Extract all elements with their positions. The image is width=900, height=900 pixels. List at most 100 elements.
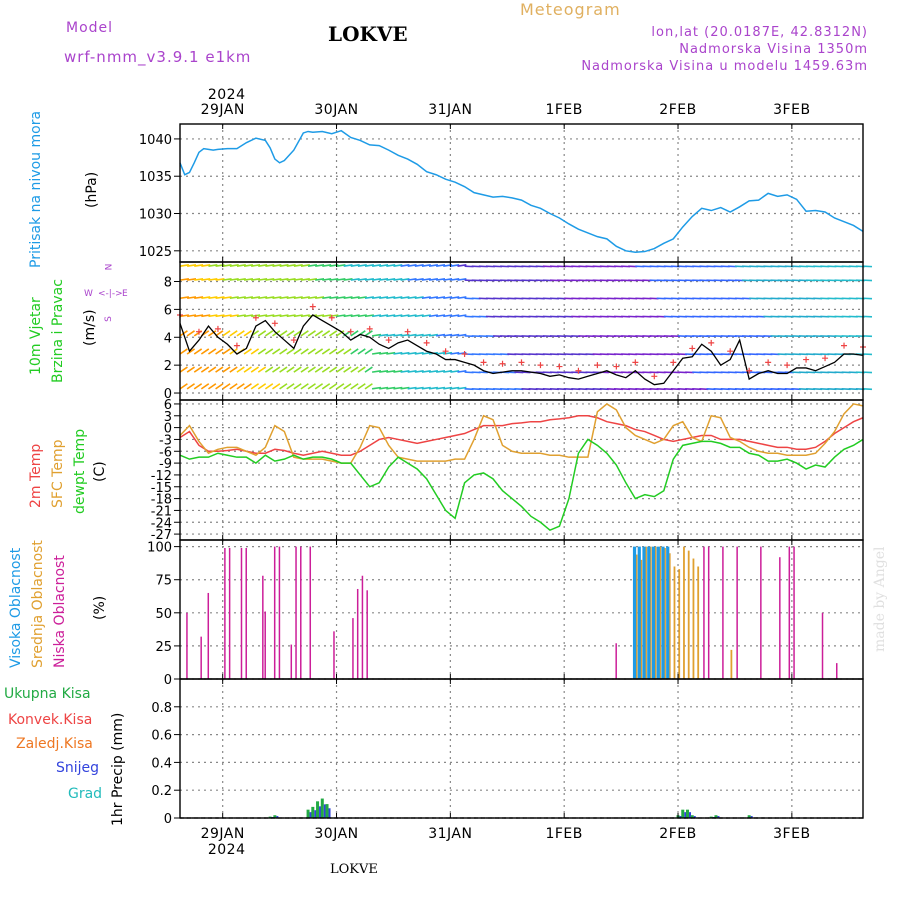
day-label-bottom: 30JAN bbox=[314, 826, 358, 842]
wind-gust-marker bbox=[518, 359, 525, 366]
wind-barb bbox=[357, 277, 367, 281]
wind-barb bbox=[215, 383, 224, 390]
wind-barb bbox=[457, 386, 467, 390]
wind-barb bbox=[179, 348, 188, 355]
wind-barb bbox=[450, 369, 460, 373]
model-elevation-readout: Nadmorska Visina u modelu 1459.63m bbox=[581, 59, 868, 74]
wind-barb bbox=[251, 277, 261, 281]
wind-barb bbox=[357, 366, 366, 373]
wind-barb bbox=[236, 277, 246, 281]
wind-barb bbox=[421, 369, 431, 373]
wind-barb bbox=[307, 277, 318, 281]
wind-barb bbox=[243, 366, 252, 373]
wind-barb bbox=[443, 277, 453, 281]
wind-barb bbox=[222, 383, 231, 390]
precip-bar bbox=[325, 804, 329, 818]
wind-barb bbox=[336, 296, 346, 300]
wind-barb bbox=[379, 386, 389, 390]
wind-gust-marker bbox=[404, 328, 411, 335]
wind-barb bbox=[258, 277, 268, 281]
frozen-precip-label: Zaledj.Kisa bbox=[16, 736, 93, 752]
wind-barb bbox=[193, 366, 203, 373]
wind-barb bbox=[336, 264, 346, 267]
wind-barb bbox=[386, 314, 396, 318]
wind-barb bbox=[357, 348, 366, 355]
wind-barb bbox=[364, 383, 373, 390]
wind-barb bbox=[229, 296, 239, 300]
wind-barb bbox=[350, 277, 360, 281]
wind-barb bbox=[350, 264, 360, 267]
wind-barb bbox=[229, 348, 238, 355]
ytick-label: 0 bbox=[164, 422, 172, 437]
wind-barb bbox=[236, 296, 246, 300]
marks-layer bbox=[177, 129, 873, 819]
wind-barb bbox=[400, 264, 410, 267]
wind-barb bbox=[336, 383, 345, 390]
wind-barb bbox=[350, 330, 359, 337]
wind-gust-marker bbox=[784, 362, 791, 369]
wind-barb bbox=[243, 264, 254, 267]
wind-barb bbox=[222, 296, 232, 300]
wind-barb bbox=[201, 296, 211, 300]
compass-east: E bbox=[122, 289, 128, 299]
wind-barb bbox=[272, 383, 281, 390]
wind-gust-marker bbox=[385, 337, 392, 344]
ytick-label: -27 bbox=[151, 528, 172, 543]
wind-barb bbox=[222, 348, 231, 355]
wind-barb bbox=[336, 277, 346, 281]
ytick-label: 25 bbox=[155, 640, 172, 655]
wind-barb bbox=[250, 383, 260, 390]
wind-barb bbox=[194, 296, 204, 300]
wind-barb bbox=[293, 296, 303, 300]
wind-gust-marker bbox=[537, 362, 544, 369]
wind-barb bbox=[250, 348, 260, 355]
wind-gust-marker bbox=[252, 314, 259, 321]
precip-bar bbox=[316, 801, 320, 818]
snow-bar bbox=[717, 816, 720, 818]
wind-gust-marker bbox=[423, 339, 430, 346]
wind-barb bbox=[371, 314, 382, 318]
wind-gust-marker bbox=[556, 363, 563, 370]
wind-barb bbox=[186, 296, 197, 300]
wind-barb bbox=[322, 314, 332, 318]
wind-barb bbox=[386, 333, 396, 337]
wind-gust-marker bbox=[309, 303, 316, 310]
meteogram-title: Meteogram bbox=[520, 0, 621, 19]
wind-barb bbox=[414, 296, 424, 300]
wind-barb bbox=[315, 296, 325, 300]
year-label-bottom: 2024 bbox=[208, 842, 246, 858]
wind-barb bbox=[229, 264, 239, 267]
wind-barb bbox=[265, 277, 275, 281]
wind-gust-marker bbox=[480, 359, 487, 366]
wind-barb bbox=[264, 366, 274, 373]
snow-bar bbox=[309, 812, 312, 818]
wind-gust-marker bbox=[651, 373, 658, 380]
wind-barb bbox=[257, 348, 267, 355]
wind-barb bbox=[428, 386, 439, 390]
wind-gust-marker bbox=[632, 359, 639, 366]
wind-barb bbox=[208, 296, 218, 300]
wind-barb bbox=[272, 366, 281, 373]
graupel-label: Grad bbox=[68, 786, 103, 802]
wind-barb bbox=[371, 333, 382, 337]
wind-barb bbox=[336, 348, 345, 355]
wind-barb bbox=[193, 383, 203, 390]
wind-gust-marker bbox=[670, 359, 677, 366]
ytick-label: 75 bbox=[155, 574, 172, 589]
wind-barb bbox=[251, 264, 261, 267]
wind-barb bbox=[322, 296, 332, 300]
wind-barb bbox=[379, 369, 389, 373]
wind-barb bbox=[328, 383, 338, 390]
wind-barb bbox=[443, 386, 453, 390]
snow-bar bbox=[750, 816, 753, 818]
wind-barb bbox=[450, 386, 460, 390]
wind-barb bbox=[179, 264, 190, 267]
wind-barb bbox=[457, 277, 467, 281]
wind-barb bbox=[393, 333, 403, 337]
ytick-label: -9 bbox=[159, 457, 172, 472]
wind-barb bbox=[421, 386, 431, 390]
wind-barb bbox=[186, 277, 197, 281]
dewpt-line bbox=[179, 438, 864, 532]
wind-barb bbox=[414, 314, 424, 318]
wind-barb bbox=[264, 330, 274, 337]
